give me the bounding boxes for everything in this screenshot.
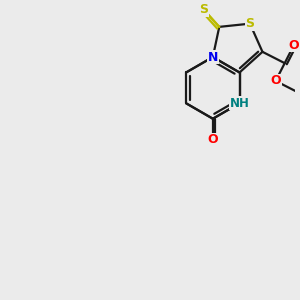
Text: O: O — [270, 74, 281, 88]
Text: S: S — [245, 17, 254, 30]
Text: N: N — [208, 50, 218, 64]
Text: O: O — [289, 39, 299, 52]
Text: S: S — [200, 3, 208, 16]
Text: NH: NH — [230, 97, 250, 110]
Text: O: O — [208, 134, 218, 146]
